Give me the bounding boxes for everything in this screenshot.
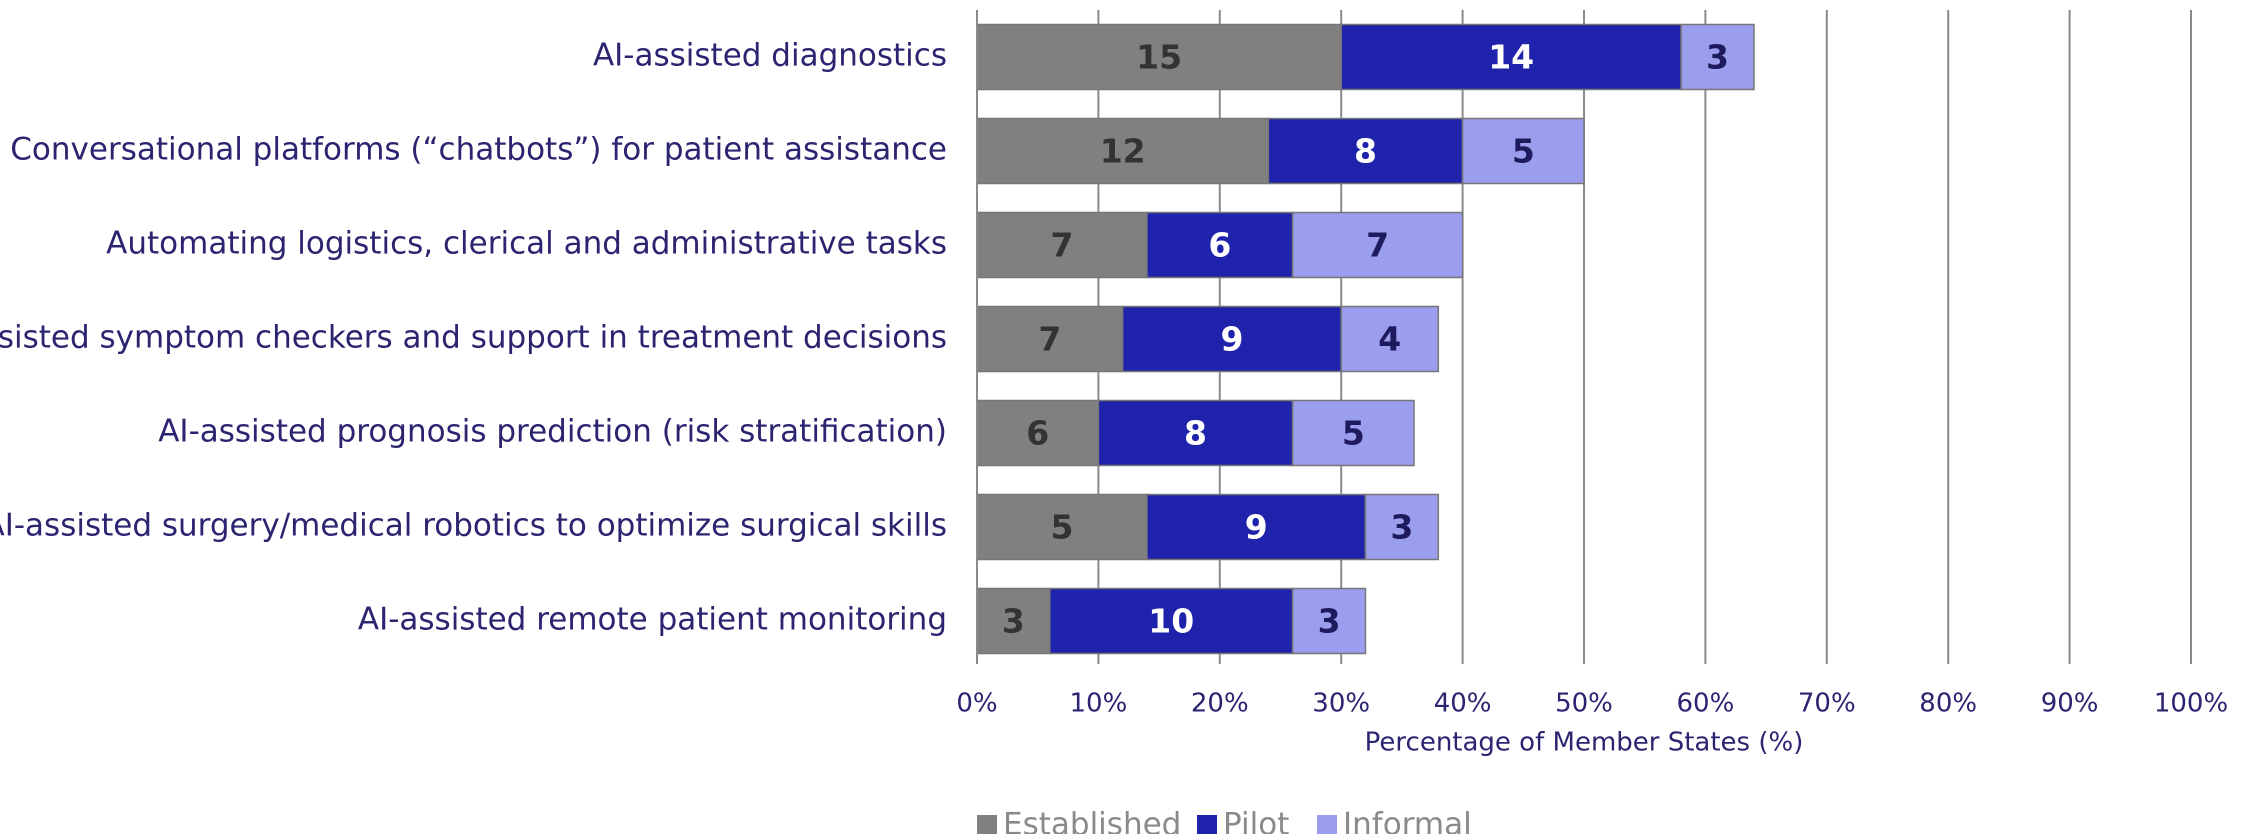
- y-tick-label: AI-assisted remote patient monitoring: [358, 602, 947, 638]
- bar-segment: [976, 305, 1124, 373]
- data-label: 6: [1208, 226, 1231, 265]
- bar-segment: [1267, 117, 1464, 185]
- bar-segment: [976, 211, 1148, 279]
- x-tick-label: 10%: [1070, 689, 1128, 719]
- data-label: 12: [1100, 132, 1146, 171]
- data-label: 8: [1354, 132, 1377, 171]
- bar-segment: [1146, 493, 1367, 561]
- y-tick-label: AI-assisted prognosis prediction (risk s…: [158, 414, 947, 450]
- data-label: 8: [1184, 414, 1207, 453]
- legend-swatch: [1197, 815, 1217, 834]
- data-label: 9: [1245, 508, 1268, 547]
- data-label: 14: [1488, 38, 1534, 77]
- bar-segment: [1291, 399, 1415, 467]
- legend-label: Informal: [1343, 807, 1472, 834]
- data-label: 3: [1390, 508, 1413, 547]
- x-tick-label: 40%: [1434, 689, 1492, 719]
- x-tick-label: 100%: [2154, 689, 2228, 719]
- data-label: 5: [1512, 132, 1535, 171]
- data-label: 10: [1148, 602, 1194, 641]
- bar-segment: [976, 117, 1270, 185]
- legend-label: Pilot: [1223, 807, 1289, 834]
- data-label: 9: [1220, 320, 1243, 359]
- legend-swatch: [977, 815, 997, 834]
- x-tick-label: 0%: [956, 689, 997, 719]
- bar-segment: [976, 23, 1342, 91]
- y-tick-label: Automating logistics, clerical and admin…: [106, 226, 947, 262]
- data-label: 7: [1038, 320, 1061, 359]
- bar-segment: [976, 493, 1148, 561]
- x-axis-title: Percentage of Member States (%): [1365, 728, 1804, 758]
- data-label: 3: [1318, 602, 1341, 641]
- x-tick-label: 70%: [1798, 689, 1856, 719]
- data-label: 15: [1136, 38, 1182, 77]
- data-label: 3: [1706, 38, 1729, 77]
- y-tick-label: Conversational platforms (“chatbots”) fo…: [10, 132, 947, 168]
- x-tick-label: 90%: [2041, 689, 2099, 719]
- data-label: 3: [1002, 602, 1025, 641]
- y-tick-label: AI-assisted surgery/medical robotics to …: [0, 508, 947, 544]
- bar-segment: [1340, 23, 1682, 91]
- legend-label: Established: [1003, 807, 1181, 834]
- y-tick-label: AI-assisted symptom checkers and support…: [0, 320, 947, 356]
- x-tick-label: 20%: [1191, 689, 1249, 719]
- bar-segment: [1340, 305, 1440, 373]
- bar-segment: [1291, 211, 1464, 279]
- x-tick-label: 60%: [1677, 689, 1735, 719]
- bar-segment: [976, 587, 1051, 655]
- data-label: 5: [1050, 508, 1073, 547]
- data-label: 7: [1366, 226, 1389, 265]
- bar-segment: [1461, 117, 1585, 185]
- y-tick-label: AI-assisted diagnostics: [593, 38, 947, 74]
- bar-segment: [1364, 493, 1440, 561]
- data-label: 5: [1342, 414, 1365, 453]
- data-label: 7: [1050, 226, 1073, 265]
- bar-segment: [1291, 587, 1367, 655]
- bar-segment: [1049, 587, 1294, 655]
- legend-swatch: [1317, 815, 1337, 834]
- bar-segment: [1680, 23, 1755, 91]
- bar-segment: [1097, 399, 1294, 467]
- data-label: 4: [1378, 320, 1401, 359]
- bar-segment: [1121, 305, 1342, 373]
- x-tick-label: 80%: [1919, 689, 1977, 719]
- bar-segment: [976, 399, 1100, 467]
- x-tick-label: 50%: [1555, 689, 1613, 719]
- data-label: 6: [1026, 414, 1049, 453]
- x-tick-label: 30%: [1312, 689, 1370, 719]
